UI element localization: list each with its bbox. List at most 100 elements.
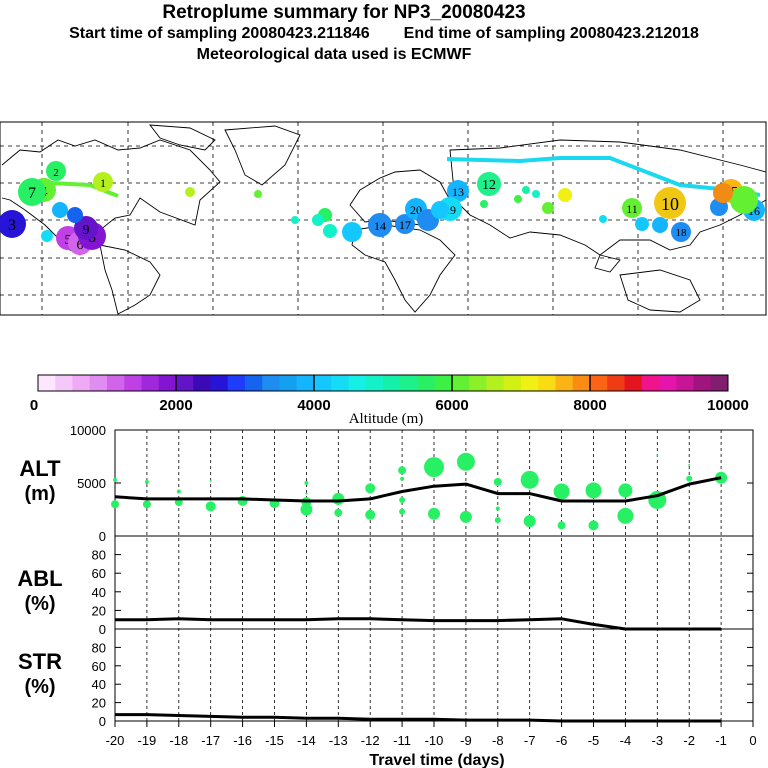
y-tick-label: 0 [99, 714, 106, 729]
x-tick-label: -5 [588, 733, 600, 748]
colorbar-cell [262, 375, 280, 391]
cluster-11: 11 [622, 198, 642, 218]
colorbar-cell [210, 375, 229, 391]
alt-scatter-point [400, 476, 405, 481]
str-panel-unit: (%) [24, 676, 55, 698]
alt-scatter-point [304, 481, 309, 485]
cluster-markers: 1 2 3 4 5 6 7 8 9 10 11 12 13 14 15 16 1… [0, 161, 765, 255]
x-tick-label: -4 [620, 733, 632, 748]
alt-scatter-point [557, 521, 566, 530]
alt-scatter-point [456, 452, 475, 471]
colorbar-cell [38, 375, 56, 391]
colorbar-tick-label: 4000 [297, 397, 330, 414]
y-tick-label: 0 [99, 622, 106, 637]
cluster-7: 7 [18, 178, 46, 206]
y-tick-label: 0 [99, 529, 106, 544]
y-tick-label: 20 [92, 696, 106, 711]
y-tick-label: 80 [92, 548, 106, 563]
x-tick-label: -20 [106, 733, 125, 748]
svg-text:14: 14 [374, 219, 386, 233]
cluster-2: 2 [46, 161, 66, 181]
alt-scatter-point [398, 466, 407, 475]
minor-markers [41, 183, 758, 242]
colorbar-cell [710, 375, 729, 391]
cluster-12: 12 [477, 172, 501, 196]
x-tick-label: -6 [556, 733, 568, 748]
cluster-14: 14 [368, 213, 392, 237]
svg-text:13: 13 [452, 185, 464, 199]
colorbar-cell [400, 375, 418, 391]
alt-scatter-point [399, 496, 406, 503]
alt-scatter-point [399, 508, 406, 515]
colorbar-cell [572, 375, 591, 391]
altitude-colorbar: 0 2000 4000 6000 8000 10000 Altitude (m) [30, 374, 749, 427]
colorbar-tick-label: 8000 [573, 397, 606, 414]
svg-text:5: 5 [65, 233, 72, 248]
colorbar-label: Altitude (m) [349, 411, 424, 427]
colorbar-cell [55, 375, 73, 391]
x-tick-label: -9 [460, 733, 472, 748]
alt-scatter-point [209, 479, 212, 482]
alt-scatter-point [495, 506, 500, 511]
alt-scatter-point [424, 457, 444, 478]
svg-text:20: 20 [410, 203, 422, 217]
alt-scatter-point [142, 500, 151, 509]
time-series-panels: ALT (m) ABL (%) STR (%) 0 5000 10000 0 20 40 6… [17, 423, 756, 768]
colorbar-cell [486, 375, 505, 391]
retroplume-map: 1 2 3 4 5 6 7 8 9 10 11 12 13 14 15 16 1… [0, 121, 767, 316]
x-tick-label: -15 [265, 733, 284, 748]
colorbar-cell [503, 375, 522, 391]
str-series-line [115, 713, 722, 723]
svg-text:6: 6 [77, 238, 84, 253]
colorbar-cell [141, 375, 160, 391]
colorbar-cell [452, 375, 470, 391]
colorbar-cell [193, 375, 211, 391]
colorbar-tick-label: 2000 [159, 397, 192, 414]
alt-scatter-point [365, 483, 376, 494]
colorbar-cell [158, 375, 177, 391]
alt-scatter-point [176, 489, 181, 494]
colorbar-cell [676, 375, 694, 391]
alt-scatter-point [459, 510, 472, 523]
svg-text:18: 18 [676, 227, 688, 239]
alt-scatter-point [428, 507, 440, 520]
x-tick-label: -19 [138, 733, 157, 748]
x-tick-label: -2 [683, 733, 695, 748]
colorbar-cell [124, 375, 142, 391]
svg-text:11: 11 [626, 202, 638, 216]
str-panel-label: STR [18, 649, 62, 674]
alt-scatter-point [144, 479, 149, 484]
svg-text:17: 17 [399, 218, 411, 232]
x-tick-label: -10 [425, 733, 444, 748]
alt-scatter-point [305, 492, 308, 495]
cluster-10: 10 [654, 187, 686, 219]
x-tick-label: -12 [361, 733, 380, 748]
abl-series-line [115, 617, 722, 631]
alt-scatter-point [205, 501, 216, 512]
y-tick-label: 20 [92, 603, 106, 618]
x-tick-label: -17 [201, 733, 220, 748]
sampling-times: Start time of sampling 20080423.211846 En… [0, 25, 768, 43]
end-sampling-text: End time of sampling 20080423.212018 [403, 25, 699, 42]
y-tick-label: 10000 [70, 423, 106, 438]
alt-scatter-point [686, 475, 693, 482]
alt-scatter-point [334, 508, 343, 517]
y-tick-label: 60 [92, 659, 106, 674]
colorbar-cell [279, 375, 298, 391]
cluster-18: 18 [671, 222, 691, 242]
colorbar-tick-label: 0 [30, 397, 38, 414]
abl-panel-unit: (%) [24, 593, 55, 615]
colorbar-cell [314, 375, 332, 391]
colorbar-cell [107, 375, 125, 391]
alt-scatter-point [523, 515, 536, 528]
alt-scatter-point [553, 483, 570, 500]
svg-text:7: 7 [28, 185, 36, 202]
colorbar-cell [331, 375, 349, 391]
alt-scatter-point [332, 492, 345, 505]
x-axis-label: Travel time (days) [369, 752, 504, 768]
alt-scatter-point [494, 517, 501, 524]
alt-scatter-point [365, 509, 376, 520]
colorbar-cell [607, 375, 625, 391]
x-tick-label: -3 [652, 733, 664, 748]
alt-scatter-point [656, 454, 659, 457]
